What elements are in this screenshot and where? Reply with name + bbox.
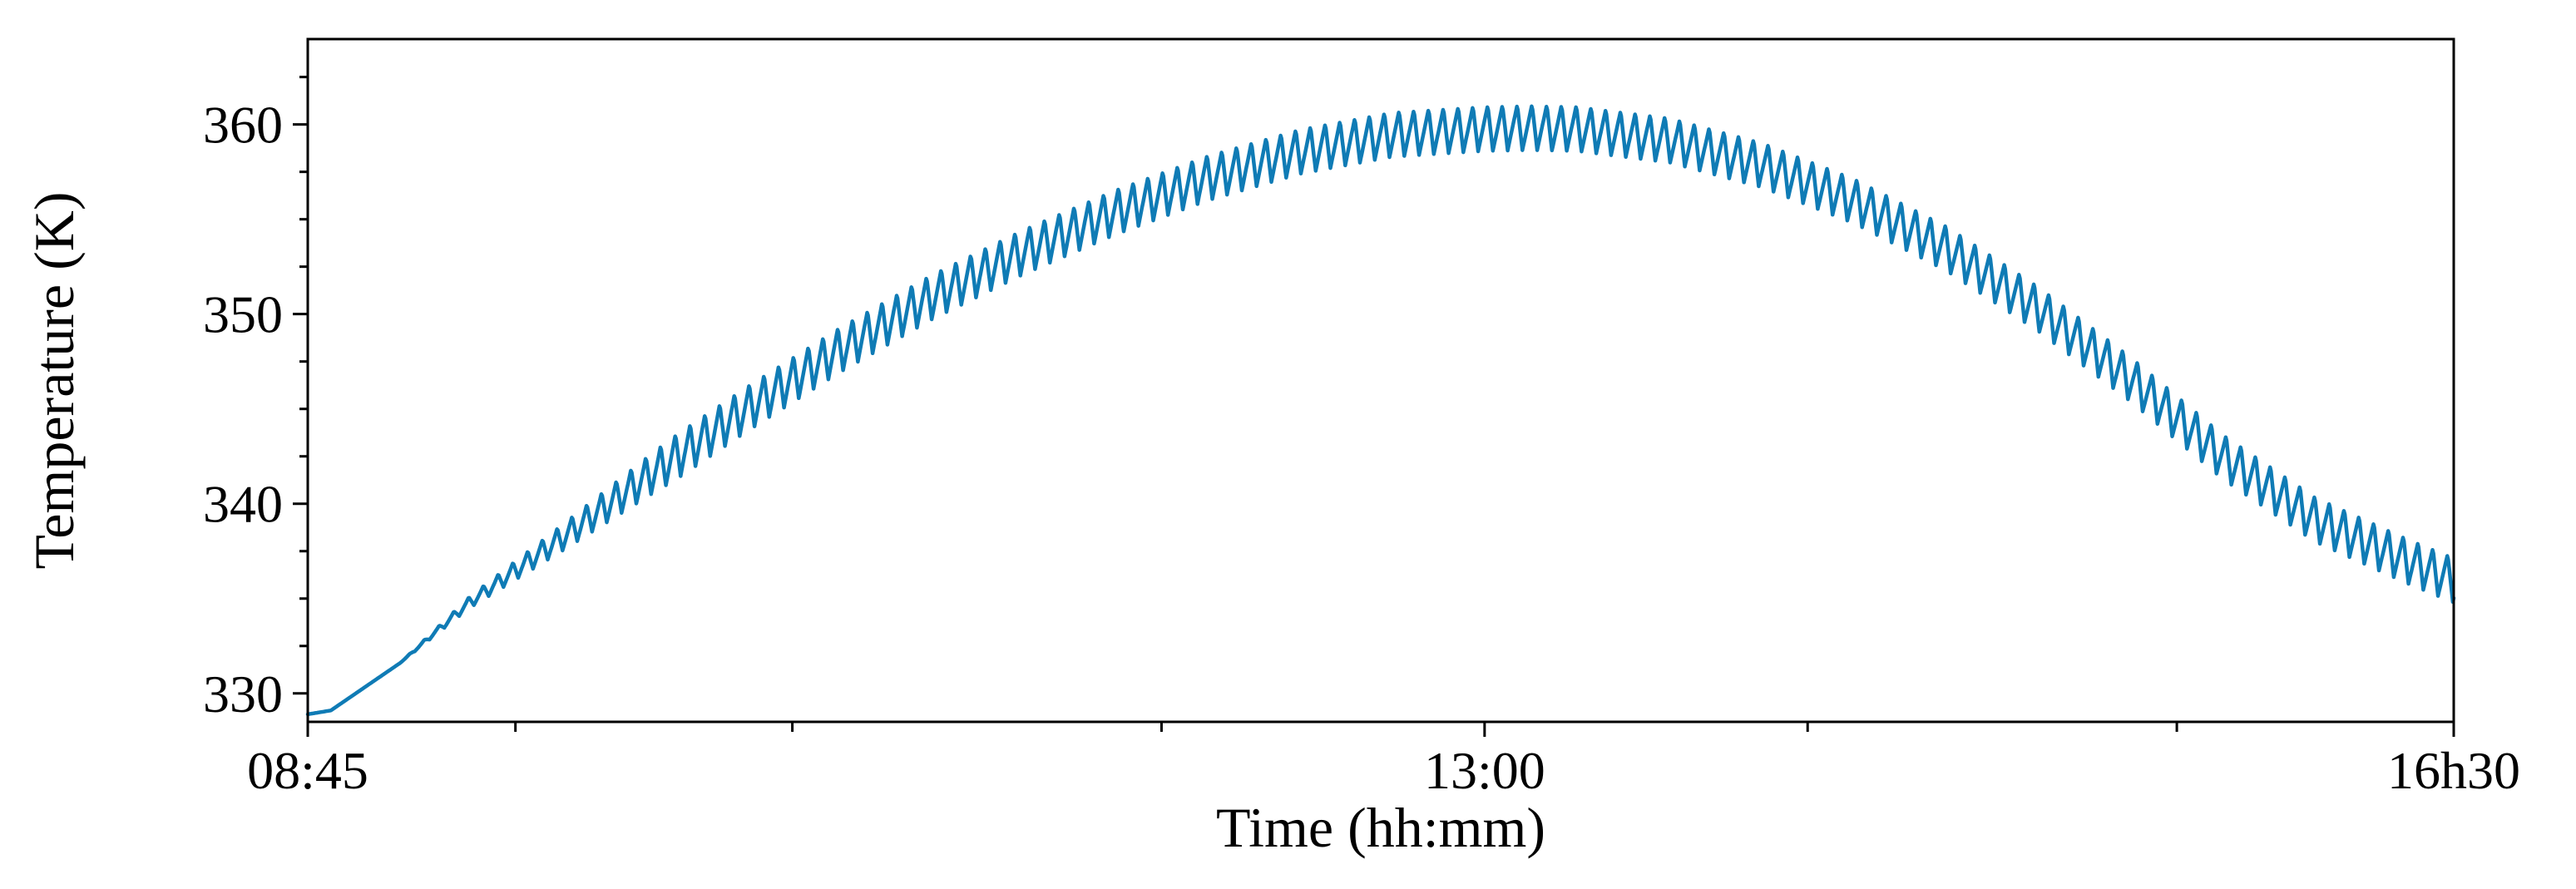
x-tick-label: 08:45 bbox=[247, 741, 368, 800]
x-axis-label: Time (hh:mm) bbox=[1216, 796, 1545, 859]
temperature-series-line bbox=[305, 104, 2456, 717]
y-tick-label: 350 bbox=[203, 285, 283, 344]
x-axis-ticks: 08:45 13:00 16h30 bbox=[247, 722, 2520, 800]
y-axis-ticks: 330 340 350 360 bbox=[203, 76, 308, 724]
y-axis-label: Temperature (K) bbox=[22, 192, 86, 570]
y-tick-label: 360 bbox=[203, 96, 283, 155]
y-tick-label: 330 bbox=[203, 664, 283, 724]
y-tick-label: 340 bbox=[203, 475, 283, 534]
x-tick-label: 13:00 bbox=[1424, 741, 1545, 800]
x-tick-label: 16h30 bbox=[2387, 741, 2520, 800]
plot-frame bbox=[306, 37, 2455, 724]
